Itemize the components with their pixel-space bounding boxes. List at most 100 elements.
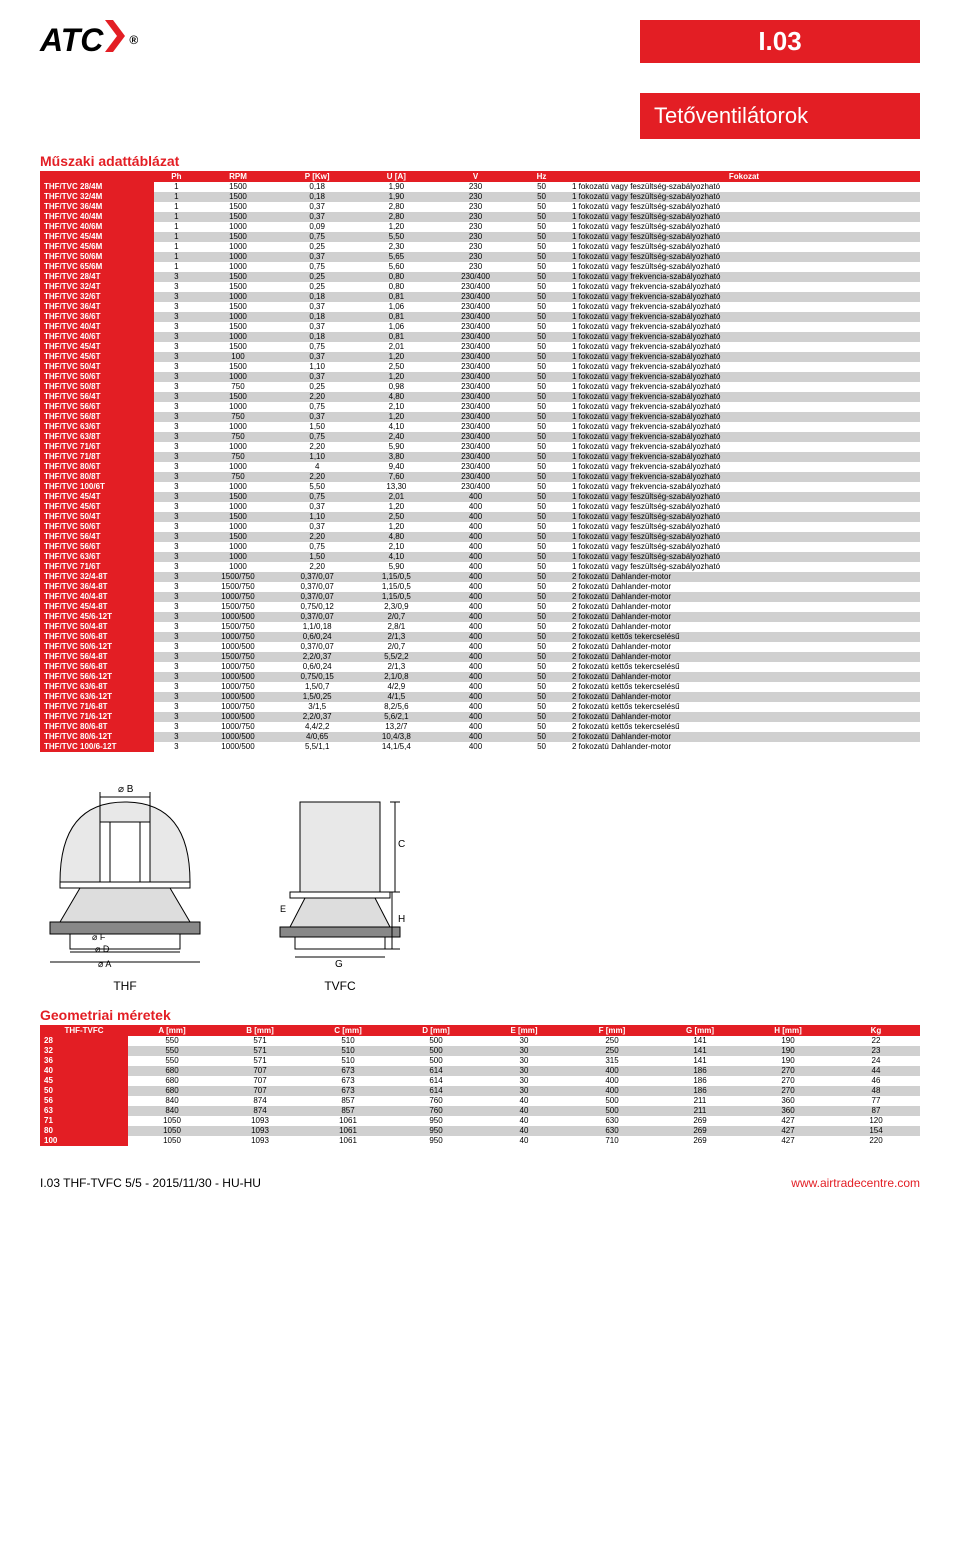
table-cell: 230/400 [436, 322, 515, 332]
table-cell: 3 [154, 712, 198, 722]
table-cell: 760 [392, 1096, 480, 1106]
table-cell: 230/400 [436, 312, 515, 322]
table-cell: 400 [436, 502, 515, 512]
table-cell: 630 [568, 1116, 656, 1126]
table-cell: THF/TVC 63/6T [40, 422, 154, 432]
table-cell: 1 fokozatú vagy frekvencia-szabályozható [568, 422, 920, 432]
table-cell: THF/TVC 80/6-12T [40, 732, 154, 742]
table-cell: 3 [154, 322, 198, 332]
table-cell: 673 [304, 1086, 392, 1096]
table-cell: 50 [515, 192, 568, 202]
table-cell: 1500 [198, 202, 277, 212]
table-cell: 1,1/0,18 [278, 622, 357, 632]
svg-text:⌀ F: ⌀ F [92, 932, 106, 942]
table-cell: 3 [154, 542, 198, 552]
table-cell: 400 [436, 682, 515, 692]
table-cell: 50 [515, 452, 568, 462]
table-cell: 550 [128, 1036, 216, 1046]
table-cell: 707 [216, 1086, 304, 1096]
table-cell: 2,10 [357, 402, 436, 412]
table-cell: 1,5/0,7 [278, 682, 357, 692]
table-cell: 1000 [198, 372, 277, 382]
table-cell: 1000 [198, 522, 277, 532]
table-cell: 0,75 [278, 492, 357, 502]
table-cell: 680 [128, 1076, 216, 1086]
table-cell: 40 [480, 1106, 568, 1116]
table-row: THF/TVC 45/4T315000,752,01400501 fokozat… [40, 492, 920, 502]
table-cell: 2,50 [357, 362, 436, 372]
table-cell: THF/TVC 100/6T [40, 482, 154, 492]
table-cell: 2/0,7 [357, 642, 436, 652]
table-cell: 2,2/0,37 [278, 712, 357, 722]
header: ATC ® I.03 Tetőventilátorok [0, 0, 960, 149]
table-cell: 3 [154, 472, 198, 482]
table-cell: 3 [154, 512, 198, 522]
table-cell: 50 [515, 232, 568, 242]
table-cell: THF/TVC 56/6-8T [40, 662, 154, 672]
table-row: THF/TVC 40/6M110000,091,20230501 fokozat… [40, 222, 920, 232]
table-row: THF/TVC 71/6T310002,205,90230/400501 fok… [40, 442, 920, 452]
table-cell: 680 [128, 1086, 216, 1096]
table-cell: 40 [480, 1126, 568, 1136]
table-cell: 0,25 [278, 282, 357, 292]
table-cell: 4/1,5 [357, 692, 436, 702]
table-cell: 0,81 [357, 332, 436, 342]
geom-col-header: H [mm] [744, 1025, 832, 1036]
table-cell: 1 fokozatú vagy feszültség-szabályozható [568, 512, 920, 522]
table-cell: 230/400 [436, 462, 515, 472]
table-cell: 50 [515, 382, 568, 392]
table-cell: 400 [568, 1086, 656, 1096]
table-cell: 2/0,7 [357, 612, 436, 622]
table-row: THF/TVC 40/6T310000,180,81230/400501 fok… [40, 332, 920, 342]
table-cell: 500 [392, 1036, 480, 1046]
table-cell: 2 fokozatú Dahlander-motor [568, 622, 920, 632]
table-cell: THF/TVC 50/6-8T [40, 632, 154, 642]
table-cell: 4,10 [357, 552, 436, 562]
table-cell: 230 [436, 192, 515, 202]
table-row: THF/TVC 50/4-8T31500/7501,1/0,182,8/1400… [40, 622, 920, 632]
table-cell: 230 [436, 262, 515, 272]
table-row: THF/TVC 65/6M110000,755,60230501 fokozat… [40, 262, 920, 272]
table-cell: 1000 [198, 332, 277, 342]
table-cell: 1061 [304, 1116, 392, 1126]
table-cell: THF/TVC 45/4M [40, 232, 154, 242]
svg-text:⌀ D: ⌀ D [95, 944, 110, 954]
table-cell: 3 [154, 682, 198, 692]
table-cell: 1000/750 [198, 702, 277, 712]
table-cell: 2,01 [357, 342, 436, 352]
table-cell: 1 fokozatú vagy feszültség-szabályozható [568, 542, 920, 552]
table-cell: 1093 [216, 1126, 304, 1136]
table-cell: 1000 [198, 402, 277, 412]
table-cell: 0,75 [278, 342, 357, 352]
table-cell: 3 [154, 622, 198, 632]
table-cell: THF/TVC 71/6T [40, 562, 154, 572]
table-row: THF/TVC 50/4T315001,102,50230/400501 fok… [40, 362, 920, 372]
table-cell: THF/TVC 56/4-8T [40, 652, 154, 662]
table-cell: THF/TVC 56/8T [40, 412, 154, 422]
table-cell: 230/400 [436, 442, 515, 452]
table-cell: 50 [515, 462, 568, 472]
table-cell: 2,2/0,37 [278, 652, 357, 662]
table-cell: 186 [656, 1076, 744, 1086]
table-cell: 0,37 [278, 352, 357, 362]
table-cell: 230 [436, 212, 515, 222]
table-cell: 50 [515, 412, 568, 422]
footer: I.03 THF-TVFC 5/5 - 2015/11/30 - HU-HU w… [0, 1146, 960, 1210]
table-cell: 1500/750 [198, 582, 277, 592]
table-cell: 2,80 [357, 202, 436, 212]
geom-section-title: Geometriai méretek [0, 1003, 960, 1025]
table-cell: 500 [392, 1046, 480, 1056]
table-cell: THF/TVC 28/4M [40, 182, 154, 192]
table-cell: 230/400 [436, 482, 515, 492]
table-cell: 400 [436, 582, 515, 592]
table-cell: 427 [744, 1126, 832, 1136]
table-cell: 3 [154, 552, 198, 562]
table-cell: 400 [436, 592, 515, 602]
table-cell: 230 [436, 222, 515, 232]
table-cell: THF/TVC 40/4M [40, 212, 154, 222]
table-cell: 1000/500 [198, 732, 277, 742]
table-row: THF/TVC 63/6T310001,504,10400501 fokozat… [40, 552, 920, 562]
table-row: THF/TVC 71/8T37501,103,80230/400501 foko… [40, 452, 920, 462]
table-cell: THF/TVC 56/6-12T [40, 672, 154, 682]
table-cell: 1,10 [278, 512, 357, 522]
